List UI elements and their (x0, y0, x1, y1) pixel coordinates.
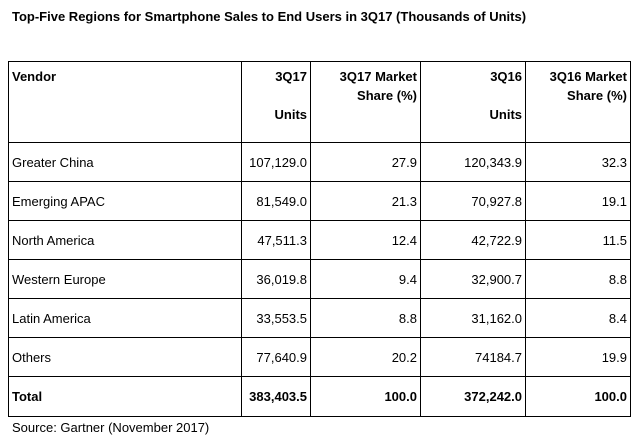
table-row: Greater China 107,129.0 27.9 120,343.9 3… (8, 142, 631, 182)
header-3q17-share-line1: 3Q17 Market (339, 69, 417, 84)
cell-total-3q17-units: 383,403.5 (241, 376, 311, 417)
table-row: Others 77,640.9 20.2 74184.7 19.9 (8, 337, 631, 377)
header-row: Vendor 3Q17 Units 3Q17 Market Share (%) … (8, 61, 631, 143)
sales-table: Vendor 3Q17 Units 3Q17 Market Share (%) … (8, 61, 631, 417)
cell-region: North America (8, 220, 242, 260)
cell-3q16-units: 74184.7 (420, 337, 526, 377)
cell-3q17-share: 20.2 (310, 337, 421, 377)
header-3q16-units-line2: Units (489, 107, 523, 122)
cell-3q17-share: 12.4 (310, 220, 421, 260)
cell-3q17-units: 81,549.0 (241, 181, 311, 221)
header-3q16-share-line2: Share (%) (567, 88, 627, 103)
table-row: North America 47,511.3 12.4 42,722.9 11.… (8, 220, 631, 260)
cell-total-3q17-share: 100.0 (310, 376, 421, 417)
cell-3q16-share: 19.1 (525, 181, 631, 221)
header-3q16-units-line1: 3Q16 (490, 69, 522, 84)
cell-region: Latin America (8, 298, 242, 338)
cell-3q16-units: 70,927.8 (420, 181, 526, 221)
cell-3q16-units: 42,722.9 (420, 220, 526, 260)
cell-3q16-share: 11.5 (525, 220, 631, 260)
cell-3q16-share: 32.3 (525, 142, 631, 182)
header-3q16-units: 3Q16 Units (420, 61, 526, 143)
header-3q16-share: 3Q16 Market Share (%) (525, 61, 631, 143)
cell-3q17-units: 107,129.0 (241, 142, 311, 182)
total-row: Total 383,403.5 100.0 372,242.0 100.0 (8, 376, 631, 417)
header-vendor-label: Vendor (12, 69, 57, 84)
cell-total-3q16-units: 372,242.0 (420, 376, 526, 417)
header-3q17-units-line1: 3Q17 (275, 69, 307, 84)
cell-total-label: Total (8, 376, 242, 417)
header-3q17-share: 3Q17 Market Share (%) (310, 61, 421, 143)
table-row: Western Europe 36,019.8 9.4 32,900.7 8.8 (8, 259, 631, 299)
cell-region: Others (8, 337, 242, 377)
cell-total-3q16-share: 100.0 (525, 376, 631, 417)
cell-3q16-share: 8.8 (525, 259, 631, 299)
cell-3q16-share: 8.4 (525, 298, 631, 338)
cell-3q16-units: 31,162.0 (420, 298, 526, 338)
header-3q17-units-line2: Units (274, 107, 308, 122)
cell-3q17-units: 47,511.3 (241, 220, 311, 260)
header-3q17-units: 3Q17 Units (241, 61, 311, 143)
cell-region: Emerging APAC (8, 181, 242, 221)
cell-3q16-share: 19.9 (525, 337, 631, 377)
header-vendor: Vendor (8, 61, 242, 143)
table-row: Latin America 33,553.5 8.8 31,162.0 8.4 (8, 298, 631, 338)
cell-region: Western Europe (8, 259, 242, 299)
table-row: Emerging APAC 81,549.0 21.3 70,927.8 19.… (8, 181, 631, 221)
cell-3q16-units: 32,900.7 (420, 259, 526, 299)
cell-3q17-units: 33,553.5 (241, 298, 311, 338)
cell-3q17-share: 21.3 (310, 181, 421, 221)
table-title: Top-Five Regions for Smartphone Sales to… (12, 9, 527, 24)
header-3q17-share-line2: Share (%) (357, 88, 417, 103)
source-note: Source: Gartner (November 2017) (12, 420, 210, 435)
cell-3q17-share: 9.4 (310, 259, 421, 299)
cell-3q17-units: 36,019.8 (241, 259, 311, 299)
cell-3q17-share: 8.8 (310, 298, 421, 338)
cell-3q17-units: 77,640.9 (241, 337, 311, 377)
header-3q16-share-line1: 3Q16 Market (549, 69, 627, 84)
cell-3q17-share: 27.9 (310, 142, 421, 182)
cell-region: Greater China (8, 142, 242, 182)
cell-3q16-units: 120,343.9 (420, 142, 526, 182)
